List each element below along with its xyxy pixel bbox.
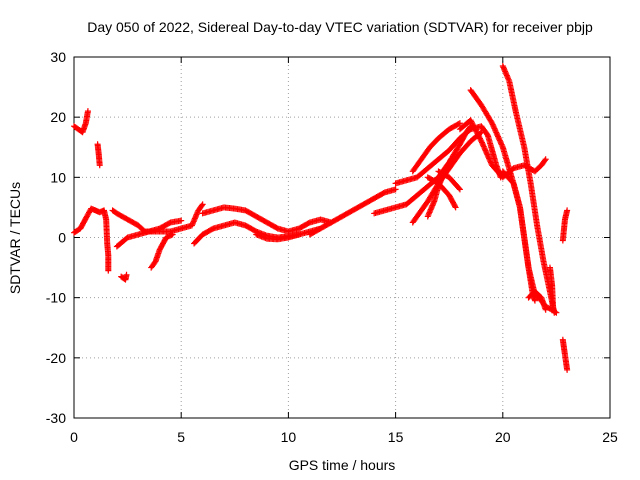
data-point [168, 232, 175, 239]
data-point [123, 271, 130, 278]
series-arc-11 [306, 186, 399, 238]
data-point [448, 156, 455, 163]
data-point [468, 119, 475, 126]
data-marks [71, 63, 571, 373]
data-point [456, 186, 463, 193]
y-tick-label: -30 [46, 410, 66, 426]
series-arc-23 [525, 288, 549, 313]
data-point [542, 306, 549, 313]
y-tick-label: 20 [50, 109, 66, 125]
x-tick-label: 0 [70, 429, 78, 445]
series-arc-4 [118, 271, 130, 283]
data-point [470, 122, 477, 129]
y-tick-label: -20 [46, 350, 66, 366]
data-point [472, 126, 479, 133]
y-axis-label: SDTVAR / TECUs [7, 182, 23, 294]
data-point [477, 136, 484, 143]
series-arc-18 [435, 168, 463, 193]
data-point [476, 134, 483, 141]
gridlines [74, 57, 610, 418]
series-arc-24 [546, 264, 557, 313]
data-point [551, 309, 558, 316]
data-point [473, 127, 479, 134]
data-point [169, 231, 176, 238]
data-point [105, 267, 112, 274]
data-point [296, 231, 303, 238]
series-arc-26 [559, 336, 571, 373]
x-tick-label: 20 [495, 429, 511, 445]
data-point [452, 204, 459, 211]
axis-ticks [73, 56, 611, 419]
data-point [178, 217, 185, 224]
data-point [455, 120, 462, 127]
data-point [550, 306, 557, 313]
data-point [471, 125, 478, 132]
data-point [467, 117, 474, 124]
series-arc-22 [499, 168, 538, 304]
y-tick-labels: -30 -20 -10 0 10 20 30 [46, 49, 66, 426]
data-point [474, 130, 481, 137]
chart-title: Day 050 of 2022, Sidereal Day-to-day VTE… [87, 19, 593, 35]
series-arc-1 [71, 108, 91, 136]
data-point [451, 203, 458, 210]
data-point [488, 118, 495, 125]
data-point [199, 201, 206, 208]
data-point [475, 131, 482, 138]
series-arc-3 [71, 205, 112, 274]
x-tick-label: 10 [281, 429, 297, 445]
data-point [475, 132, 482, 139]
series-arc-25 [559, 207, 571, 244]
x-tick-labels: 0 5 10 15 20 25 [70, 429, 618, 445]
series-arc-6 [113, 217, 185, 250]
y-tick-label: 10 [50, 169, 66, 185]
x-axis-label: GPS time / hours [289, 457, 396, 473]
x-tick-label: 15 [388, 429, 404, 445]
series-arc-2 [94, 141, 103, 169]
data-point [541, 157, 548, 164]
series-arc-10 [253, 231, 303, 243]
data-point [84, 108, 91, 115]
data-point [198, 202, 205, 209]
data-point [531, 297, 538, 304]
x-tick-label: 5 [177, 429, 185, 445]
y-tick-label: 0 [58, 230, 66, 246]
series-arc-7 [148, 231, 176, 271]
data-point [564, 207, 571, 214]
data-point [456, 120, 463, 127]
data-point [392, 186, 399, 193]
data-point [564, 366, 571, 373]
data-point [477, 135, 484, 142]
y-tick-label: -10 [46, 290, 66, 306]
data-point [470, 123, 477, 130]
data-point [469, 121, 476, 128]
series-arc-15 [409, 120, 463, 175]
series-arc-8 [199, 204, 335, 235]
data-point [447, 157, 454, 164]
data-point [473, 129, 480, 136]
data-point [455, 185, 462, 192]
y-tick-label: 30 [50, 49, 66, 65]
x-tick-label: 25 [602, 429, 618, 445]
data-point [542, 156, 549, 163]
data-point [468, 118, 475, 125]
series-arc-17 [424, 174, 459, 211]
data-point [96, 162, 103, 169]
